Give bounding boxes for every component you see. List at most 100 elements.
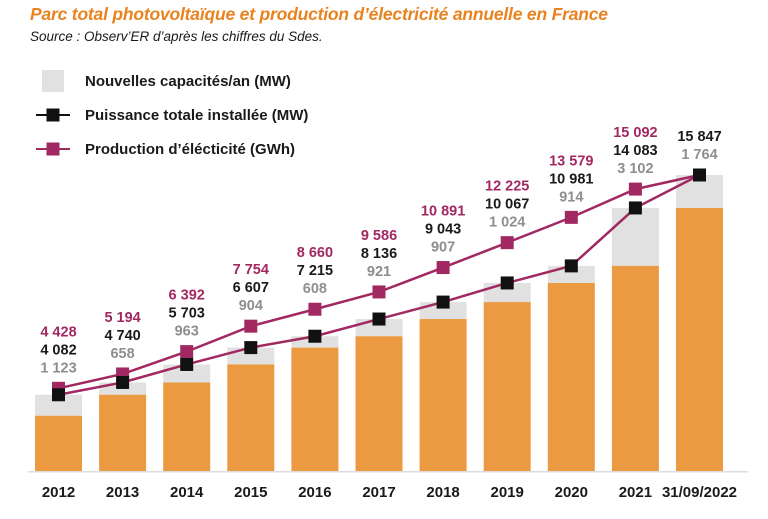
bar-new-capacity-2015 [227, 347, 275, 365]
label-total-2016: 7 215 [297, 263, 333, 279]
total-marker-2017 [372, 312, 386, 326]
bar-new-capacity-2013 [99, 382, 147, 395]
legend-item-new-capacity: Nouvelles capacités/an (MW) [36, 70, 308, 92]
bar-installed-2018 [419, 319, 467, 471]
x-axis-label-2012: 2012 [42, 484, 75, 501]
label-new-2015: 904 [239, 298, 263, 314]
bar-installed-2012 [35, 415, 82, 471]
chart-source: Source : Observ’ER d’après les chiffres … [30, 29, 323, 44]
legend-item-production: Production d’élécticité (GWh) [36, 138, 308, 160]
page-title: Parc total photovoltaïque et production … [30, 4, 608, 24]
x-axis-label-2021: 2021 [619, 484, 652, 501]
production-marker-2013 [116, 367, 130, 381]
label-new-2012: 1 123 [40, 360, 76, 376]
bar-new-capacity-2018 [419, 302, 467, 320]
production-marker-2014 [180, 345, 194, 359]
bar-installed-2020 [547, 282, 595, 471]
production-marker-2018 [436, 261, 450, 275]
label-new-2019: 1 024 [489, 215, 525, 231]
bar-new-capacity-2016 [291, 336, 339, 348]
bar-installed-2019 [483, 302, 531, 471]
label-total-2020: 10 981 [549, 171, 593, 187]
x-axis-label-31/09/2022: 31/09/2022 [662, 484, 737, 501]
production-marker-2012 [52, 381, 65, 395]
x-axis-label-2020: 2020 [555, 484, 588, 501]
legend-item-total-installed: Puissance totale installée (MW) [36, 104, 308, 126]
label-total-2014: 5 703 [169, 306, 205, 322]
total-marker-2016 [308, 329, 322, 343]
bar-new-capacity-2021 [611, 207, 659, 266]
total-installed-line [58, 173, 701, 396]
label-production-2020: 13 579 [549, 153, 593, 169]
total-marker-2015 [244, 341, 258, 355]
production-marker-2020 [564, 210, 578, 224]
bar-installed-31/09/2022 [676, 207, 723, 471]
legend: Nouvelles capacités/an (MW) Puissance to… [36, 70, 308, 160]
production-line [58, 173, 700, 390]
label-new-2020: 914 [559, 189, 583, 205]
label-new-2014: 963 [175, 324, 199, 340]
label-production-2021: 15 092 [613, 125, 657, 141]
production-marker-2021 [628, 182, 642, 196]
production-marker-2017 [372, 285, 386, 299]
label-production-2012: 4 428 [40, 324, 76, 340]
label-total-2013: 4 740 [104, 328, 140, 344]
x-axis-label-2018: 2018 [426, 484, 459, 501]
total-marker-2018 [436, 295, 450, 309]
label-total-31/09/2022: 15 847 [677, 129, 721, 145]
total-marker-31/09/2022 [693, 168, 706, 182]
label-total-2015: 6 607 [233, 280, 269, 296]
x-axis-label-2015: 2015 [234, 484, 267, 501]
bar-new-capacity-2012 [35, 394, 82, 416]
purple-square-marker-icon [36, 142, 70, 156]
total-marker-2014 [180, 357, 194, 371]
legend-label-production: Production d’élécticité (GWh) [85, 140, 296, 158]
bar-new-capacity-2017 [355, 319, 403, 337]
production-marker-2016 [308, 302, 322, 316]
label-total-2012: 4 082 [40, 342, 76, 358]
label-new-2021: 3 102 [617, 161, 653, 177]
total-marker-2013 [116, 375, 130, 389]
total-marker-2020 [564, 259, 578, 273]
combo-chart: 4 428 4 082 1 123 5 194 4 740 658 6 392 5 703 96… [28, 125, 748, 501]
label-total-2021: 14 083 [613, 143, 657, 159]
label-total-2017: 8 136 [361, 246, 397, 262]
x-axis-label-2013: 2013 [106, 484, 139, 501]
label-production-2013: 5 194 [104, 310, 140, 326]
legend-label-new-capacity: Nouvelles capacités/an (MW) [85, 72, 291, 90]
total-marker-2021 [628, 201, 642, 215]
label-production-2014: 6 392 [169, 288, 205, 304]
label-production-2018: 10 891 [421, 204, 465, 220]
label-new-2017: 921 [367, 264, 391, 280]
bar-installed-2013 [99, 394, 147, 471]
total-marker-2012 [52, 388, 65, 402]
label-production-2015: 7 754 [233, 262, 269, 278]
label-production-2016: 8 660 [297, 245, 333, 261]
bar-new-capacity-2019 [483, 282, 531, 303]
bar-installed-2016 [291, 347, 339, 471]
legend-label-total-installed: Puissance totale installée (MW) [85, 106, 309, 124]
x-axis-label-2014: 2014 [170, 484, 204, 501]
bar-new-capacity-31/09/2022 [676, 174, 723, 208]
bar-installed-2017 [355, 336, 403, 471]
production-marker-2015 [244, 319, 258, 333]
bar-new-capacity-2020 [547, 265, 595, 283]
bar-installed-2021 [611, 265, 659, 471]
bar-new-capacity-2014 [163, 364, 211, 383]
label-total-2019: 10 067 [485, 197, 529, 213]
total-marker-2019 [500, 276, 514, 290]
bar-installed-2015 [227, 364, 275, 471]
black-square-marker-icon [36, 108, 70, 122]
production-marker-2019 [500, 236, 514, 250]
gray-bar-swatch-icon [36, 70, 70, 92]
label-new-2016: 608 [303, 281, 327, 297]
label-new-31/09/2022: 1 764 [681, 147, 717, 163]
bar-installed-2014 [163, 382, 211, 471]
label-production-2019: 12 225 [485, 179, 529, 195]
label-new-2013: 658 [110, 346, 134, 362]
x-axis-label-2017: 2017 [362, 484, 395, 501]
label-production-2017: 9 586 [361, 228, 397, 244]
x-axis-label-2016: 2016 [298, 484, 331, 501]
label-total-2018: 9 043 [425, 222, 461, 238]
